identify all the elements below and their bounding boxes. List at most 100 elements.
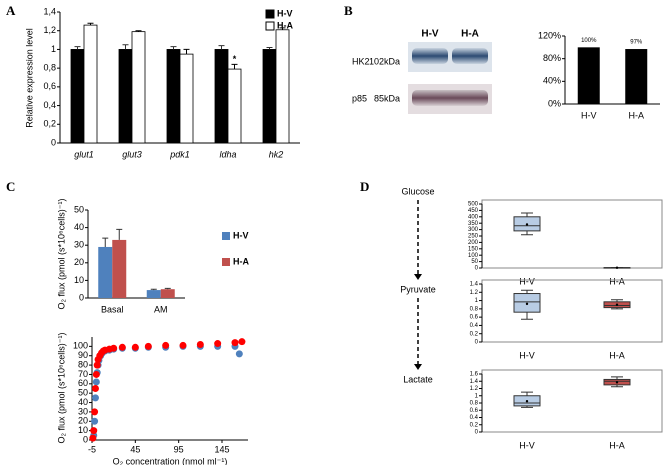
- point: [91, 408, 99, 416]
- y-tick-label: 0.8: [470, 306, 479, 312]
- y-tick-label: 0: [475, 266, 479, 272]
- value-label: 100%: [581, 38, 597, 44]
- point: [231, 339, 239, 347]
- y-tick-label: 300: [468, 227, 479, 233]
- x-tick-label: H-V: [581, 110, 597, 120]
- protein-label: p85: [352, 93, 367, 103]
- metabolite-label: Lactate: [403, 374, 433, 384]
- panel-label: C: [6, 179, 15, 194]
- legend-swatch: [265, 21, 275, 31]
- x-tick-label: H-A: [609, 440, 625, 450]
- x-tick-label: 45: [130, 444, 140, 454]
- y-tick-label: 10: [78, 425, 88, 435]
- y-tick-label: 0: [475, 340, 479, 346]
- point: [214, 340, 222, 348]
- x-tick-label: H-A: [609, 350, 625, 360]
- error-bar: [74, 46, 81, 50]
- y-tick-label: 0: [79, 292, 84, 302]
- error-bar: [87, 22, 94, 26]
- y-tick-label: 0.8: [470, 401, 479, 407]
- y-tick-label: 80: [78, 359, 88, 369]
- error-bar: [279, 27, 286, 30]
- y-tick-label: 100: [468, 253, 479, 259]
- bar: [166, 49, 181, 144]
- x-tick-label: H-V: [519, 276, 535, 286]
- y-tick-label: 100: [73, 341, 88, 351]
- point: [179, 341, 187, 349]
- y-tick-label: 1.4: [470, 282, 479, 288]
- legend-swatch: [265, 9, 275, 19]
- mean: [525, 302, 529, 306]
- mean: [525, 223, 529, 226]
- y-tick-label: 0.2: [470, 331, 479, 337]
- blot-band: [412, 48, 448, 64]
- y-tick-label: 1.2: [470, 290, 479, 296]
- y-tick-label: 0,4: [43, 100, 56, 110]
- point: [92, 378, 100, 386]
- y-tick-label: 1.4: [470, 379, 479, 385]
- error-bar: [164, 287, 171, 290]
- value-label: 97%: [630, 40, 643, 46]
- y-tick-label: 1.6: [470, 372, 479, 378]
- x-tick-label: ldha: [219, 149, 236, 159]
- point: [91, 385, 99, 392]
- point: [90, 427, 98, 435]
- x-tick-label: glut1: [74, 149, 94, 159]
- bar: [160, 289, 175, 298]
- y-tick-label: 450: [468, 208, 479, 214]
- y-axis-label: Relative expression level: [24, 28, 34, 128]
- y-tick-label: 150: [468, 246, 479, 252]
- protein-label: HK2: [352, 56, 370, 66]
- error-bar: [116, 228, 123, 240]
- y-tick-label: 70: [78, 369, 88, 379]
- bar: [227, 68, 242, 144]
- x-axis-label: O₂ concentration (nmol ml⁻¹): [113, 456, 228, 465]
- legend-swatch: [222, 232, 230, 240]
- y-tick-label: 0,6: [43, 81, 56, 91]
- lane-label: H-V: [421, 29, 439, 40]
- error-bar: [122, 44, 129, 50]
- legend-swatch: [222, 258, 230, 266]
- bar: [83, 24, 98, 144]
- y-tick-label: 0,2: [43, 119, 56, 129]
- x-tick-label: -5: [88, 444, 96, 454]
- y-tick-label: 1: [475, 393, 479, 399]
- point: [144, 342, 152, 350]
- annotation: *: [233, 54, 237, 64]
- metabolite-label: Pyruvate: [400, 284, 436, 294]
- y-tick-label: 0%: [548, 98, 561, 108]
- y-tick-label: 350: [468, 221, 479, 227]
- y-tick-label: 1.2: [470, 386, 479, 392]
- error-bar: [183, 48, 190, 55]
- bar: [262, 49, 277, 144]
- error-bar: [266, 47, 273, 50]
- y-tick-label: 10: [74, 275, 84, 285]
- y-tick-label: 60: [78, 378, 88, 388]
- y-tick-label: 80%: [543, 53, 561, 63]
- error-bar: [170, 46, 177, 50]
- bar: [118, 49, 133, 144]
- point: [131, 343, 139, 351]
- legend-label: H-A: [277, 20, 293, 30]
- plot-frame: [481, 369, 663, 433]
- x-tick-label: pdk1: [169, 149, 190, 159]
- x-tick-label: hk2: [269, 149, 284, 159]
- metabolite-label: Glucose: [401, 186, 434, 196]
- y-tick-label: 120%: [538, 30, 561, 40]
- y-tick-label: 0,8: [43, 63, 56, 73]
- bar: [70, 49, 85, 144]
- point: [89, 434, 97, 442]
- point: [235, 350, 243, 358]
- x-tick-label: glut3: [122, 149, 142, 159]
- y-tick-label: 200: [468, 240, 479, 246]
- plot-frame: [481, 199, 663, 269]
- y-tick-label: 40: [78, 397, 88, 407]
- y-tick-label: 0: [475, 430, 479, 436]
- x-tick-label: H-A: [609, 276, 625, 286]
- blot-band: [412, 90, 488, 106]
- bar: [179, 53, 194, 144]
- y-tick-label: 30: [78, 406, 88, 416]
- x-tick-label: H-V: [519, 440, 535, 450]
- error-bar: [231, 63, 238, 70]
